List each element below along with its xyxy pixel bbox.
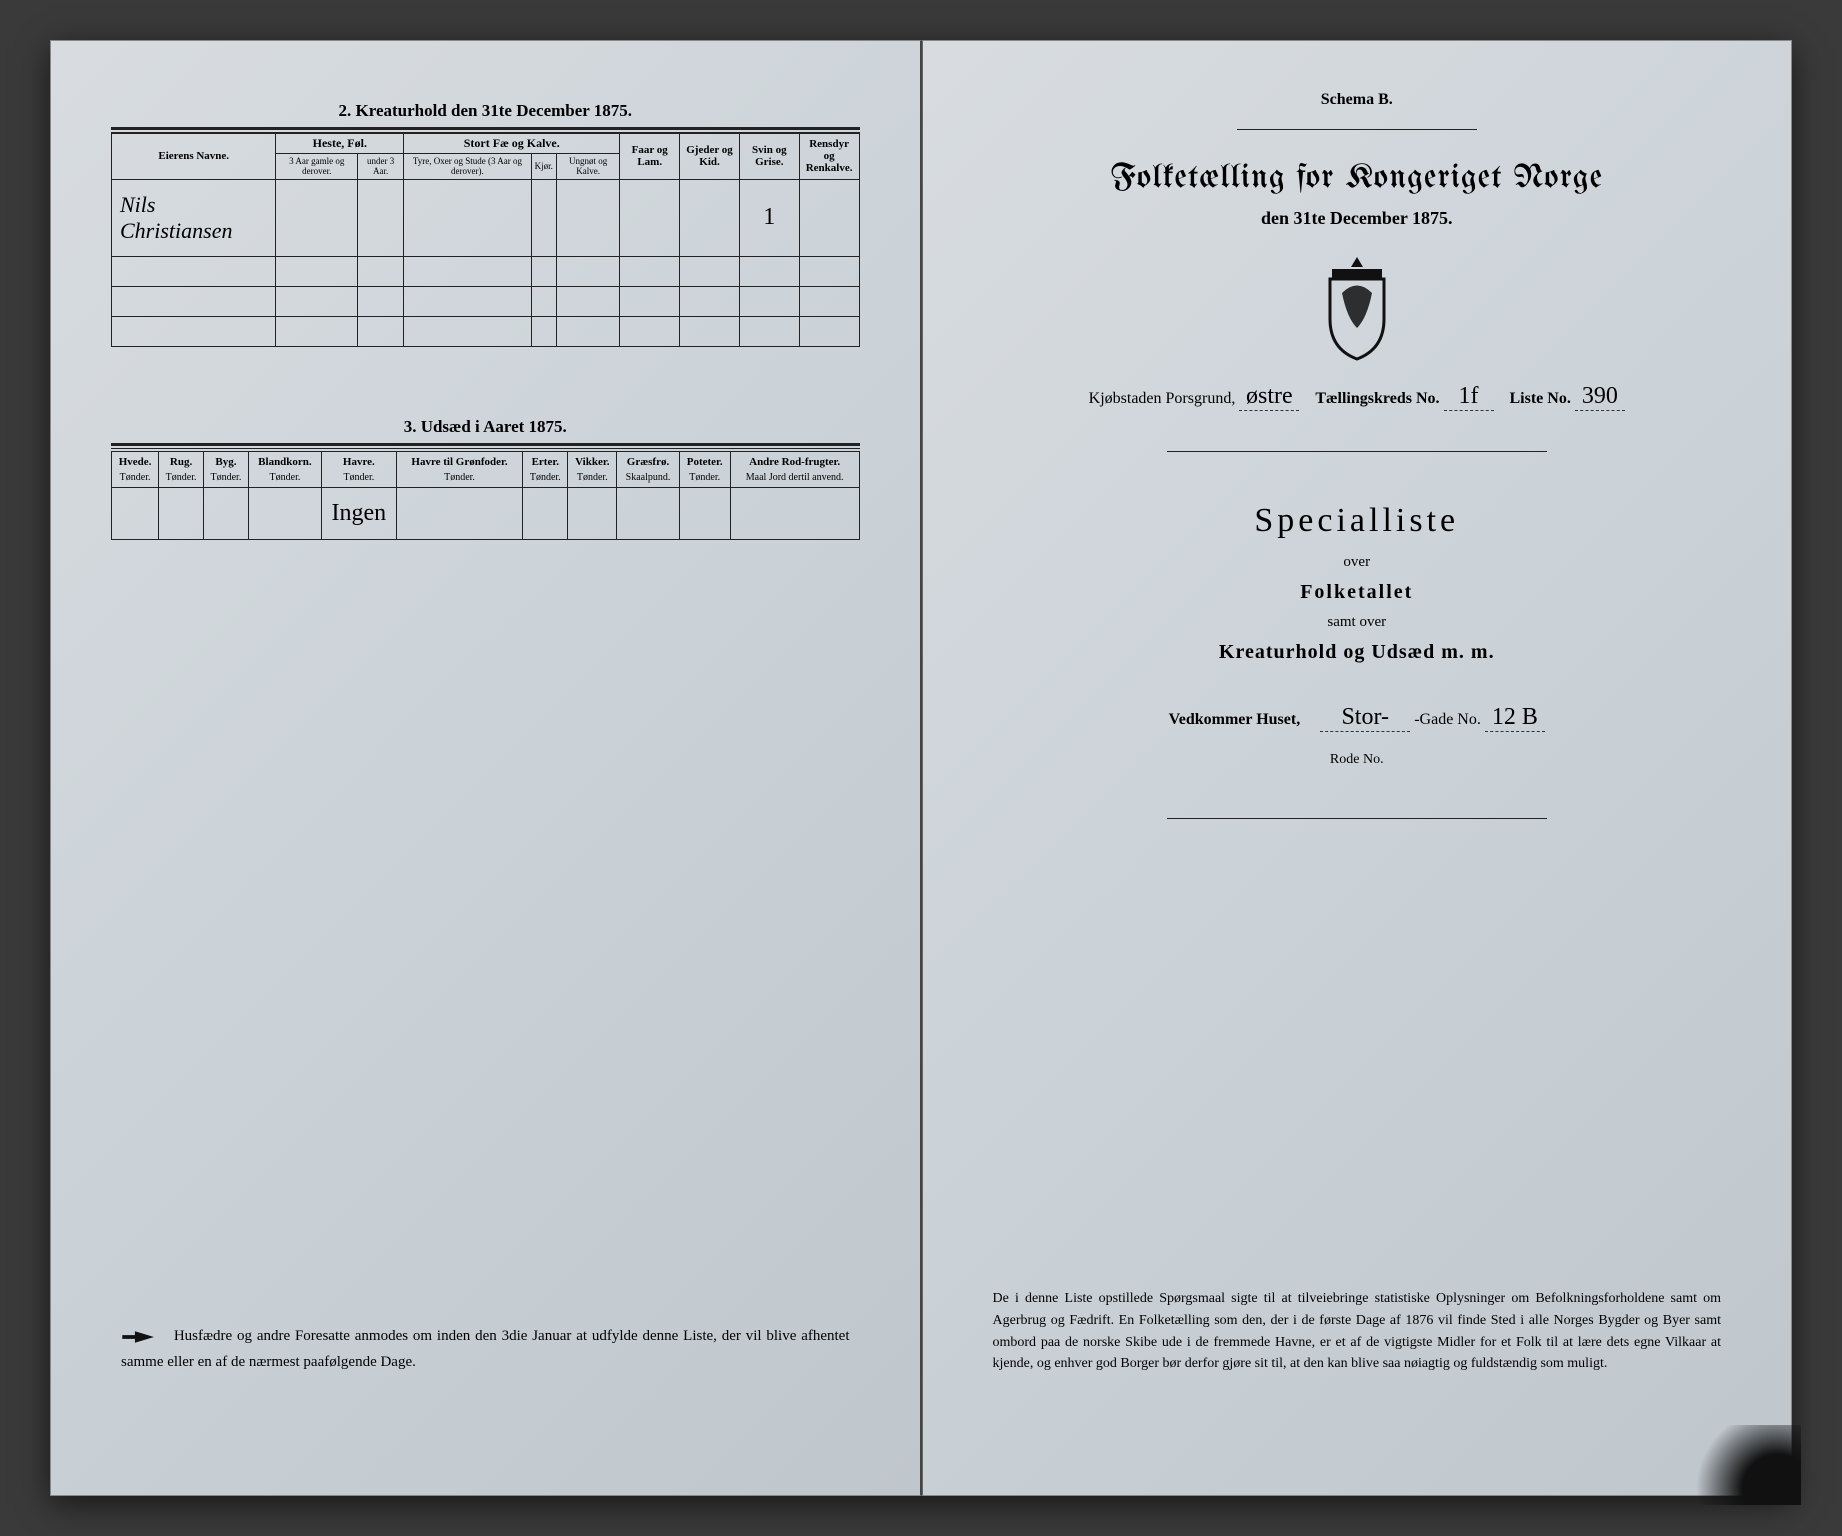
line-over: over [983, 554, 1732, 571]
main-date: den 31te December 1875. [983, 208, 1732, 229]
hand-value: 1 [763, 204, 775, 230]
right-page: Schema B. Folketælling for Kongeriget No… [922, 40, 1793, 1496]
cell-havre: Ingen [322, 487, 397, 539]
cell [556, 179, 619, 256]
section3-title: 3. Udsæd i Aaret 1875. [111, 417, 860, 437]
th-svin: Svin og Grise. [739, 134, 799, 180]
rule [111, 127, 860, 130]
right-footer: De i denne Liste opstillede Spørgsmaal s… [993, 1288, 1722, 1375]
cell [404, 179, 531, 256]
house-line: Vedkommer Huset, Stor- -Gade No. 12 B [983, 704, 1732, 732]
coat-of-arms-icon [1312, 253, 1402, 363]
th-byg: Byg.Tønder. [204, 451, 249, 487]
udsæd-table: Hvede.Tønder. Rug.Tønder. Byg.Tønder. Bl… [111, 451, 860, 540]
left-page: 2. Kreaturhold den 31te December 1875. E… [50, 40, 922, 1496]
th-fae-b: Kjør. [531, 154, 556, 180]
hand-value: Ingen [332, 500, 387, 526]
cell [680, 179, 740, 256]
section2-title: 2. Kreaturhold den 31te December 1875. [111, 101, 860, 121]
pointing-hand-icon [121, 1327, 159, 1347]
footer-text: Husfædre og andre Foresatte anmodes om i… [121, 1328, 850, 1370]
kreatur-table: Eierens Navne. Heste, Føl. Stort Fæ og K… [111, 133, 860, 347]
rule [111, 443, 860, 446]
rule [1237, 129, 1477, 130]
table-row [112, 256, 860, 286]
cell [396, 487, 523, 539]
cell-svin: 1 [739, 179, 799, 256]
meta-handnote: østre [1239, 383, 1299, 411]
th-rug: Rug.Tønder. [159, 451, 204, 487]
rule [111, 448, 860, 449]
cell [617, 487, 679, 539]
handwriting-overlay [1093, 831, 1643, 850]
th-poteter: Poteter.Tønder. [679, 451, 730, 487]
left-footer: Husfædre og andre Foresatte anmodes om i… [121, 1324, 850, 1375]
house-street: Stor- [1320, 704, 1410, 732]
th-heste-a: 3 Aar gamle og derover. [276, 154, 358, 180]
th-fae-a: Tyre, Oxer og Stude (3 Aar og derover). [404, 154, 531, 180]
cell [357, 179, 403, 256]
th-vikker: Vikker.Tønder. [568, 451, 617, 487]
th-heste-b: under 3 Aar. [357, 154, 403, 180]
line-kreatur: Kreaturhold og Udsæd m. m. [983, 641, 1732, 664]
th-owner: Eierens Navne. [112, 134, 276, 180]
cell [531, 179, 556, 256]
cell [112, 487, 159, 539]
meta-line: Kjøbstaden Porsgrund, østre Tællingskred… [983, 383, 1732, 411]
rule [1167, 818, 1547, 819]
owner-name: Nils Christiansen [112, 179, 276, 256]
meta-prefix: Kjøbstaden Porsgrund, [1089, 390, 1236, 407]
table-row [112, 286, 860, 316]
meta-liste-value: 390 [1575, 383, 1625, 411]
meta-kreds-value: 1f [1444, 383, 1494, 411]
house-gade-label: -Gade No. [1414, 711, 1481, 728]
house-label: Vedkommer Huset, [1169, 711, 1301, 728]
th-havre-gron: Havre til Grønfoder.Tønder. [396, 451, 523, 487]
line-folketallet: Folketallet [983, 581, 1732, 604]
house-gade-value: 12 B [1485, 704, 1545, 732]
th-rensdyr: Rensdyr og Renkalve. [799, 134, 859, 180]
table-row: Ingen [112, 487, 860, 539]
table-row: Nils Christiansen 1 [112, 179, 860, 256]
special-title: Specialliste [983, 502, 1732, 540]
th-andre: Andre Rod-frugter.Maal Jord dertil anven… [730, 451, 859, 487]
schema-label: Schema B. [983, 91, 1732, 109]
th-blandkorn: Blandkorn.Tønder. [248, 451, 321, 487]
cell [799, 179, 859, 256]
cell [159, 487, 204, 539]
cell [679, 487, 730, 539]
main-title: Folketælling for Kongeriget Norge [983, 160, 1732, 196]
meta-liste-label: Liste No. [1510, 390, 1571, 407]
th-heste-group: Heste, Føl. [276, 134, 404, 154]
cell [248, 487, 321, 539]
cell [620, 179, 680, 256]
th-gjeder: Gjeder og Kid. [680, 134, 740, 180]
cell [276, 179, 358, 256]
cell [523, 487, 568, 539]
rode-line: Rode No. [983, 752, 1732, 768]
th-fae-c: Ungnøt og Kalve. [556, 154, 619, 180]
th-erter: Erter.Tønder. [523, 451, 568, 487]
th-havre: Havre.Tønder. [322, 451, 397, 487]
line-samt: samt over [983, 614, 1732, 631]
cell [730, 487, 859, 539]
book-spread: 2. Kreaturhold den 31te December 1875. E… [50, 40, 1792, 1496]
meta-kreds-label: Tællingskreds No. [1315, 390, 1439, 407]
cell [204, 487, 249, 539]
table-row [112, 316, 860, 346]
page-corner-shadow [1681, 1425, 1801, 1505]
th-fae-group: Stort Fæ og Kalve. [404, 134, 620, 154]
handwriting-overlay [1183, 792, 1683, 809]
rule [1167, 451, 1547, 452]
th-græsfrø: Græsfrø.Skaalpund. [617, 451, 679, 487]
cell [568, 487, 617, 539]
th-faar: Faar og Lam. [620, 134, 680, 180]
th-hvede: Hvede.Tønder. [112, 451, 159, 487]
